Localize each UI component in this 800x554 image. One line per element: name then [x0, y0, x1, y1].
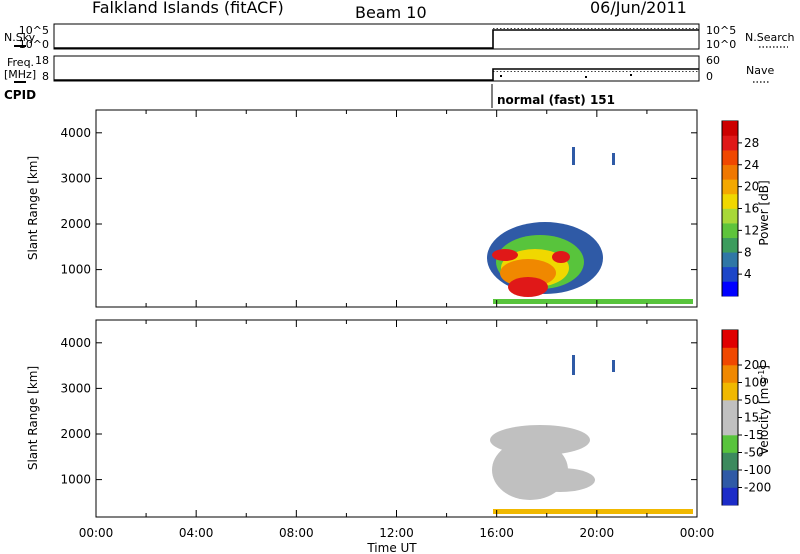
nsky-label: N.Sky [4, 31, 36, 44]
colorbar-tick-label: 28 [744, 136, 759, 150]
velocity-colorbar-label: Velocity [m s-1] [757, 365, 771, 455]
colorbar-segment [722, 487, 738, 506]
nsearch-tick-bottom: 10^0 [706, 38, 736, 51]
colorbar-tick-label: 200 [744, 358, 767, 372]
colorbar-tick-label: -15 [744, 428, 764, 442]
colorbar-segment [722, 400, 738, 418]
velocity-high-range-echo-a [572, 355, 575, 375]
power-ground-echo-band [493, 299, 693, 304]
x-tick-label: 12:00 [379, 526, 414, 540]
nsearch-label: N.Search [745, 31, 795, 44]
colorbar-segment [722, 266, 738, 282]
colorbar-tick-label: -50 [744, 446, 764, 460]
colorbar-segment [722, 281, 738, 297]
x-tick-label: 04:00 [179, 526, 214, 540]
colorbar-tick-label: 4 [744, 267, 752, 281]
nsky-trace [54, 29, 699, 49]
colorbar-segment [722, 223, 738, 238]
colorbar-tick-label: -100 [744, 463, 771, 477]
freq-tick-top: 18 [35, 54, 49, 67]
freq-trace [54, 68, 699, 81]
nsearch-tick-top: 10^5 [706, 24, 736, 37]
power-colorbar-label: Power [dB] [757, 180, 771, 245]
power-core-red-upper [492, 249, 518, 261]
x-tick-label: 20:00 [580, 526, 615, 540]
y-tick-label: 3000 [60, 381, 91, 395]
y-tick-label: 4000 [60, 126, 91, 140]
colorbar-tick-label: 16 [744, 202, 759, 216]
colorbar-segment [722, 382, 738, 401]
colorbar-segment [722, 252, 738, 268]
colorbar-segment [722, 452, 738, 471]
cpid-label: CPID [4, 88, 36, 102]
velocity-panel-frame [95, 319, 698, 518]
colorbar-segment [722, 417, 738, 436]
nsky-tick-top: 10^5 [19, 24, 49, 37]
velocity-high-range-echo-b [612, 360, 615, 372]
colorbar-tick-label: 20 [744, 180, 759, 194]
nave-label: Nave [746, 64, 774, 77]
freq-tick-bottom: 8 [42, 70, 49, 83]
y-tick-label: 4000 [60, 336, 91, 350]
velocity-colorbar-label-sup: -1 [757, 370, 766, 378]
y-tick-label: 1000 [60, 263, 91, 277]
colorbar-segment [722, 135, 738, 151]
freq-label-unit: [MHz] [4, 68, 36, 81]
velocity-ylabel: Slant Range [km] [26, 366, 40, 470]
x-axis-title: Time UT [366, 541, 417, 554]
x-tick-label: 16:00 [479, 526, 514, 540]
colorbar-segment [722, 164, 738, 180]
colorbar-tick-label: -200 [744, 481, 771, 495]
velocity-cloud-grey-upper [490, 425, 590, 455]
power-high-range-echo-b [612, 153, 615, 165]
axis-ticks-layer: 4000300020001000282420161284400030002000… [60, 110, 771, 540]
station-title: Falkland Islands (fitACF) [92, 0, 284, 17]
colorbar-tick-label: 100 [744, 376, 767, 390]
colorbar-segment [722, 208, 738, 224]
y-tick-label: 1000 [60, 473, 91, 487]
colorbar-segment [722, 121, 738, 136]
power-high-range-echo-a [572, 147, 575, 165]
nave-tick-bottom: 0 [706, 70, 713, 83]
colorbar-segment [722, 179, 738, 195]
colorbar-segment [722, 470, 738, 488]
colorbar-tick-label: 15 [744, 411, 759, 425]
velocity-scatter-layer [490, 355, 693, 514]
colorbar-segment [722, 330, 738, 348]
date-title: 06/Jun/2011 [590, 0, 687, 17]
colorbar-segment [722, 347, 738, 366]
x-tick-label: 08:00 [279, 526, 314, 540]
colorbar-segment [722, 365, 738, 383]
x-tick-label: 00:00 [680, 526, 715, 540]
power-ylabel: Slant Range [km] [26, 156, 40, 260]
colorbar-tick-label: 50 [744, 393, 759, 407]
y-tick-label: 3000 [60, 171, 91, 185]
nave-tick-top: 60 [706, 54, 720, 67]
power-scatter-layer [487, 147, 693, 304]
power-core-red-right [552, 251, 570, 263]
velocity-cloud-grey-lower [525, 468, 595, 492]
cpid-mode-label: normal (fast) 151 [497, 93, 615, 107]
velocity-colorbar-label-end: ] [757, 365, 771, 370]
colorbar-segment [722, 193, 738, 209]
nsky-strip-frame [53, 23, 700, 50]
velocity-ground-echo-band [493, 509, 693, 514]
y-tick-label: 2000 [60, 427, 91, 441]
velocity-colorbar-label-main: Velocity [m s [757, 378, 771, 455]
power-panel-frame [95, 109, 698, 308]
y-tick-label: 2000 [60, 217, 91, 231]
x-tick-label: 00:00 [79, 526, 114, 540]
colorbar-segment [722, 237, 738, 253]
colorbar-segment [722, 150, 738, 166]
nave-outliers [500, 74, 632, 78]
colorbar-tick-label: 8 [744, 245, 752, 259]
nsky-tick-bottom: 10^0 [19, 38, 49, 51]
colorbar-segment [722, 435, 738, 453]
beam-title: Beam 10 [355, 3, 427, 22]
freq-label-top: Freq. [7, 56, 34, 69]
colorbar-tick-label: 12 [744, 223, 759, 237]
colorbar-tick-label: 24 [744, 158, 759, 172]
power-core-red-main [508, 277, 548, 297]
